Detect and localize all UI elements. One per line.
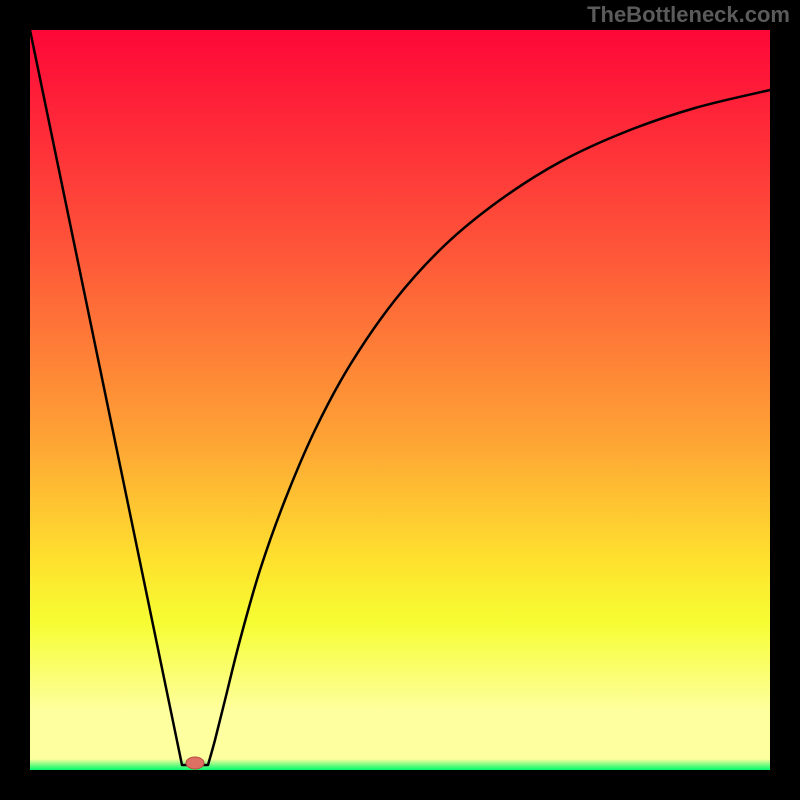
chart-container: TheBottleneck.com — [0, 0, 800, 800]
optimum-marker — [186, 757, 204, 769]
watermark-text: TheBottleneck.com — [587, 2, 790, 28]
plot-area — [30, 30, 770, 770]
chart-svg — [0, 0, 800, 800]
